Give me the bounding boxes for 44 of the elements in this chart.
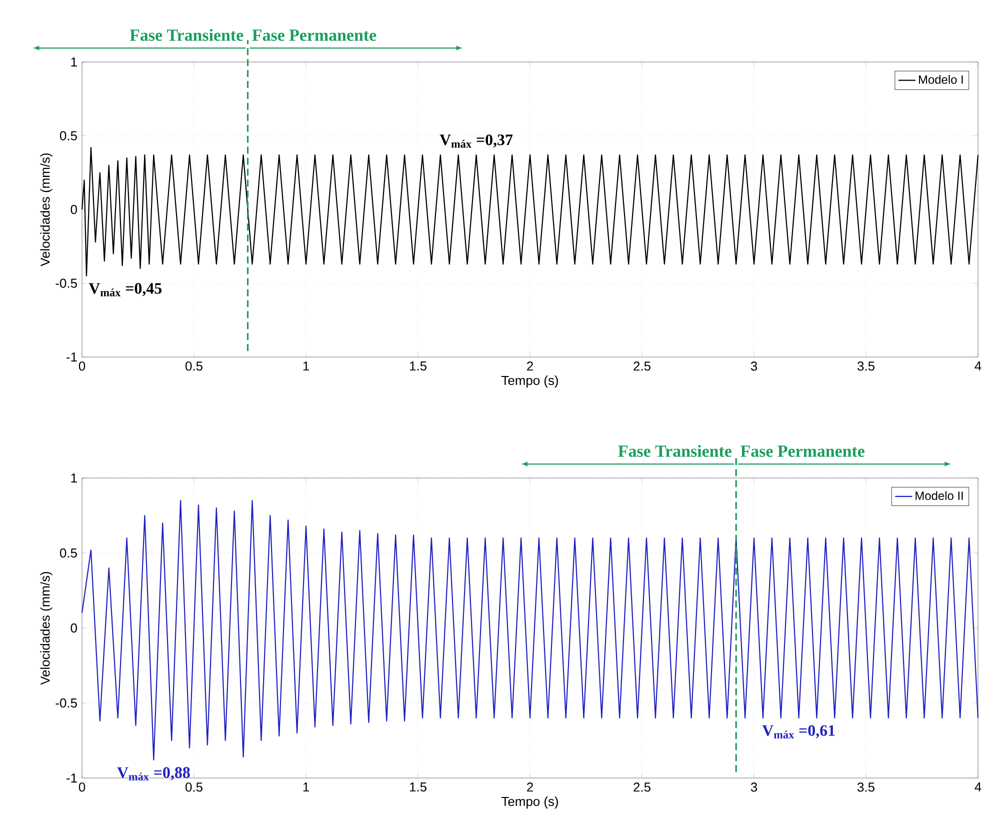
- text: Fase Permanente: [740, 446, 864, 457]
- x-tick-label: 3: [750, 362, 758, 371]
- x-tick-label: 0: [78, 362, 86, 371]
- legend-label: Modelo I: [919, 75, 963, 84]
- y-tick-label: -0.5: [56, 278, 77, 288]
- x-tick-label: 2.5: [634, 782, 650, 792]
- text: Fase Transiente: [618, 444, 732, 457]
- annotation: V$_{máx}$ =0,37: [440, 134, 513, 148]
- y-axis-title: Velocidades (mm/s): [40, 153, 52, 266]
- y-tick-label: 1: [71, 474, 77, 482]
- y-tick-label: 0: [70, 623, 77, 633]
- x-tick-label: 1: [303, 782, 309, 792]
- x-tick-label: 1.5: [410, 782, 426, 792]
- y-tick-label: 0.5: [60, 548, 77, 558]
- x-tick-label: 0: [78, 782, 86, 792]
- x-tick-label: 3.5: [858, 362, 874, 371]
- x-tick-label: 2: [527, 362, 533, 371]
- x-tick-label: 2.5: [634, 362, 650, 371]
- y-tick-label: -1: [66, 774, 77, 782]
- y-tick-label: -0.5: [56, 698, 77, 708]
- x-tick-label: 4: [974, 362, 982, 370]
- x-axis-title: Tempo (s): [502, 796, 558, 809]
- y-tick-label: 0: [70, 204, 77, 214]
- y-tick-label: 0.5: [60, 131, 77, 140]
- y-axis-title: Velocidades (mm/s): [40, 572, 52, 685]
- x-tick-label: 2: [527, 782, 533, 792]
- x-tick-label: 0.5: [186, 782, 202, 792]
- x-tick-label: 1: [303, 362, 309, 370]
- y-tick-label: -1: [66, 352, 77, 362]
- x-tick-label: 4: [974, 782, 982, 792]
- text: Fase Permanente: [252, 30, 376, 41]
- line-series: [81, 500, 979, 761]
- x-tick-label: 3.5: [858, 782, 874, 792]
- x-tick-label: 0.5: [186, 362, 202, 371]
- annotation: V$_{máx}$ =0,61: [762, 725, 835, 738]
- x-tick-label: 1.5: [410, 362, 426, 371]
- annotation: V$_{máx}$ =0,45: [88, 283, 162, 296]
- x-axis-title: Tempo (s): [502, 376, 558, 388]
- text: Fase Transiente: [130, 28, 244, 41]
- y-tick-label: 1: [71, 58, 77, 66]
- line-series: [81, 146, 979, 276]
- x-tick-label: 3: [750, 782, 758, 792]
- legend-label: Modelo II: [916, 491, 963, 500]
- annotation: V$_{máx}$ =0,88: [117, 767, 190, 780]
